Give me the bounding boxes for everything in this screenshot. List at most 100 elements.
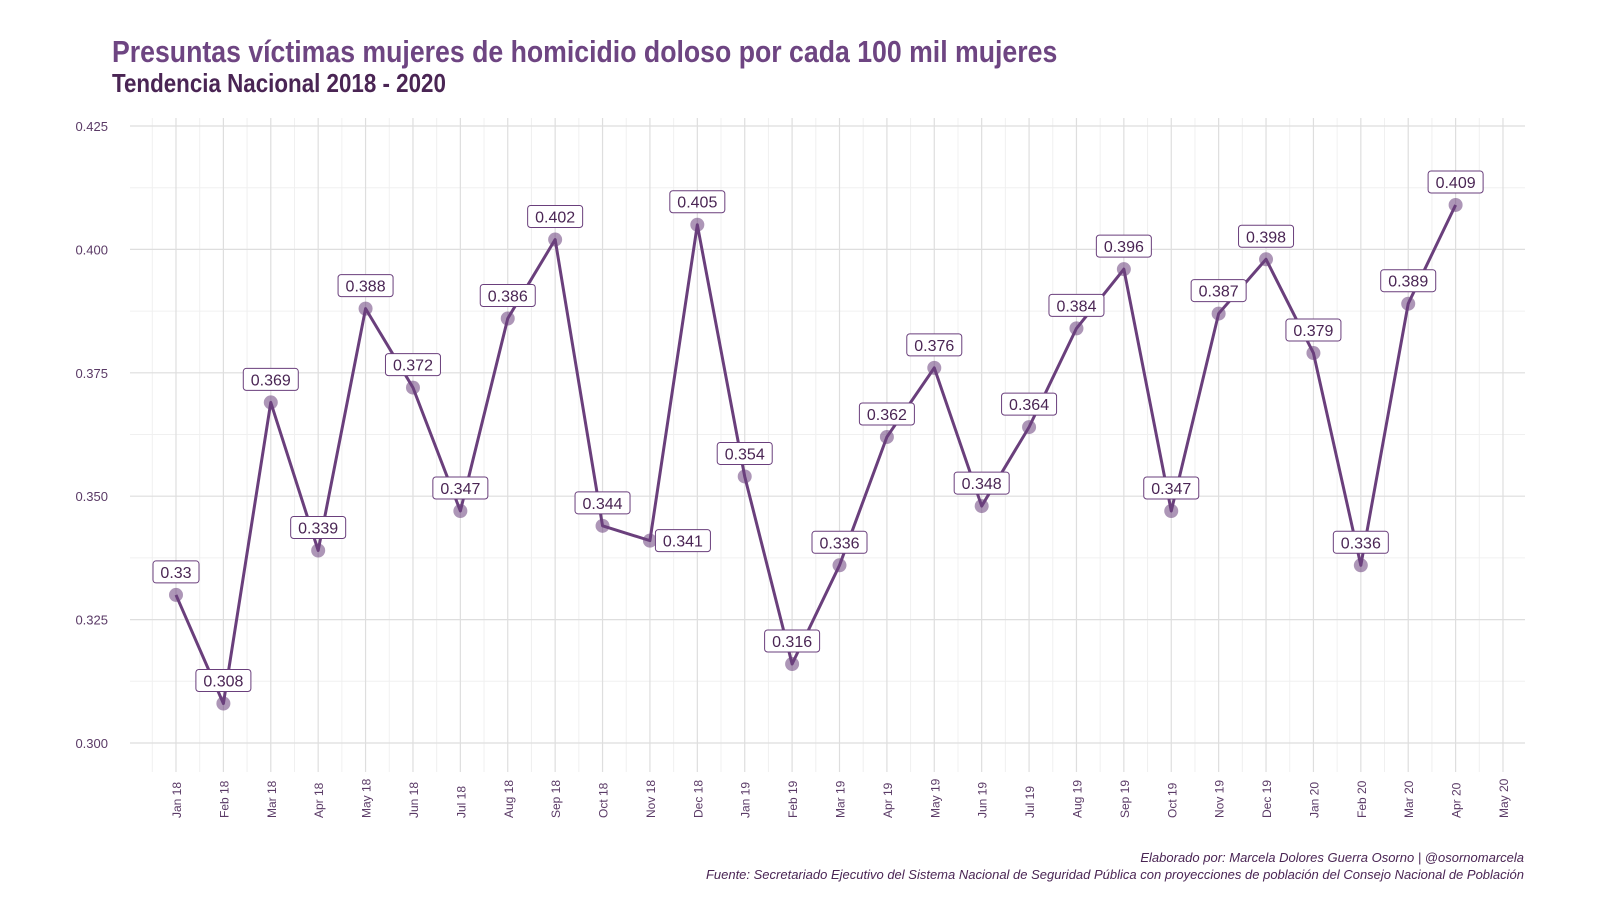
data-label-box [716, 441, 773, 465]
data-label-box [1143, 476, 1200, 500]
x-tick-label: May 19 [928, 778, 942, 818]
data-label: 0.386 [488, 289, 528, 306]
y-tick-label: 0.400 [75, 242, 108, 257]
data-point [216, 696, 231, 711]
x-tick-label: Jul 18 [454, 786, 468, 818]
x-tick-label: Feb 19 [786, 780, 800, 818]
data-label: 0.405 [677, 195, 717, 212]
data-label: 0.316 [772, 634, 812, 651]
data-label-box [152, 560, 200, 584]
x-tick-label: Apr 18 [312, 782, 326, 818]
data-label-box [337, 274, 394, 298]
data-point [1164, 504, 1179, 519]
x-tick-label: Oct 19 [1165, 782, 1179, 818]
caption-author: Elaborado por: Marcela Dolores Guerra Os… [1140, 850, 1524, 865]
data-label: 0.347 [440, 481, 480, 498]
data-label: 0.362 [867, 407, 907, 424]
data-label: 0.347 [1151, 481, 1191, 498]
x-tick-label: Apr 19 [881, 782, 895, 818]
y-tick-label: 0.425 [75, 119, 108, 134]
data-label-box [906, 333, 963, 357]
data-label-box [1190, 279, 1247, 303]
data-label: 0.398 [1246, 229, 1286, 246]
data-label: 0.372 [393, 358, 433, 375]
data-label: 0.389 [1388, 274, 1428, 291]
data-label: 0.376 [914, 338, 954, 355]
data-point [548, 232, 563, 247]
data-point [1306, 346, 1321, 361]
data-point [690, 217, 705, 232]
data-point [1022, 420, 1037, 435]
data-label-box [1048, 293, 1105, 317]
data-label-box [195, 669, 252, 693]
data-label-box [1095, 234, 1152, 258]
data-label-box [290, 515, 347, 539]
data-point [785, 657, 800, 672]
data-point [1116, 262, 1131, 277]
data-label-box [384, 353, 441, 377]
data-point [358, 301, 373, 316]
x-tick-label: May 18 [360, 778, 374, 818]
data-label: 0.348 [962, 476, 1002, 493]
data-label: 0.308 [203, 674, 243, 691]
data-label: 0.341 [663, 534, 703, 551]
x-tick-label: Aug 19 [1070, 780, 1084, 818]
data-point [1259, 252, 1274, 267]
data-label-box [1238, 224, 1295, 248]
data-label-box [764, 629, 821, 653]
x-tick-label: Feb 18 [217, 780, 231, 818]
x-tick-label: Feb 20 [1355, 780, 1369, 818]
data-label-box [1332, 530, 1389, 554]
x-tick-label: Jun 19 [976, 782, 990, 818]
data-point [169, 587, 183, 602]
x-tick-label: Jun 18 [407, 782, 421, 818]
x-tick-label: Sep 18 [549, 780, 563, 818]
x-tick-label: Oct 18 [597, 782, 611, 818]
data-point [1401, 296, 1416, 311]
y-tick-label: 0.350 [75, 489, 108, 504]
x-tick-label: Mar 19 [834, 780, 848, 818]
data-label: 0.396 [1104, 239, 1144, 256]
data-point [927, 360, 942, 375]
x-tick-label: Nov 18 [644, 780, 658, 818]
x-tick-label: May 20 [1497, 778, 1511, 818]
x-tick-label: Mar 20 [1402, 780, 1416, 818]
data-label: 0.384 [1056, 298, 1096, 315]
data-label-box [527, 205, 584, 229]
data-point [832, 558, 847, 573]
data-label: 0.369 [251, 372, 291, 389]
data-label: 0.33 [160, 565, 191, 582]
data-label-box [654, 529, 711, 553]
data-label: 0.336 [1341, 535, 1381, 552]
y-tick-label: 0.375 [75, 366, 108, 381]
x-tick-label: Sep 19 [1118, 780, 1132, 818]
data-label-box [1285, 318, 1342, 342]
data-label-box [479, 284, 536, 308]
data-point [1211, 306, 1226, 321]
data-label: 0.344 [583, 496, 623, 513]
data-label: 0.402 [535, 210, 575, 227]
data-point [263, 395, 278, 410]
data-point [311, 543, 326, 558]
x-tick-label: Dec 19 [1260, 780, 1274, 818]
data-label-box [432, 476, 489, 500]
data-label: 0.364 [1009, 397, 1049, 414]
data-label: 0.387 [1199, 284, 1239, 301]
caption-source: Fuente: Secretariado Ejecutivo del Siste… [705, 867, 1524, 882]
x-tick-label: Apr 20 [1450, 782, 1464, 818]
data-label: 0.379 [1293, 323, 1333, 340]
data-point [1353, 558, 1368, 573]
data-label-box [953, 471, 1010, 495]
data-point [595, 518, 610, 533]
data-label: 0.409 [1436, 175, 1476, 192]
data-point [500, 311, 515, 326]
data-point [974, 499, 989, 514]
data-label-box [574, 491, 631, 515]
x-tick-label: Nov 19 [1213, 780, 1227, 818]
y-tick-label: 0.300 [75, 736, 108, 751]
data-label-box [1001, 392, 1058, 416]
x-tick-label: Jan 18 [170, 782, 184, 818]
x-tick-label: Mar 18 [265, 780, 279, 818]
data-point [879, 429, 894, 444]
x-tick-label: Aug 18 [502, 780, 516, 818]
